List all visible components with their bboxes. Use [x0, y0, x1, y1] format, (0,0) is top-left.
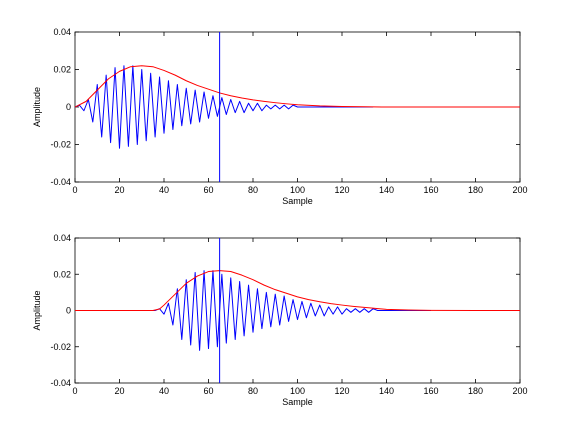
y-tick-label: 0 [66, 306, 71, 316]
x-tick-label: 180 [468, 386, 483, 396]
x-tick-label: 160 [423, 185, 438, 195]
x-tick-label: 140 [379, 386, 394, 396]
y-axis-label: Amplitude [32, 87, 42, 127]
x-tick-label: 40 [159, 386, 169, 396]
y-tick-label: 0 [66, 102, 71, 112]
subplot-2: 0 20 40 60 80 100 120 140 160 180 200 -0.04 -0.02 0 0.… [32, 233, 528, 407]
y-tick-label: -0.02 [50, 140, 71, 150]
x-tick-label: 100 [290, 386, 305, 396]
x-axis-label: Sample [282, 397, 313, 407]
x-tick-label: 0 [72, 386, 77, 396]
x-tick-label: 100 [290, 185, 305, 195]
data-group [75, 238, 520, 383]
x-tick-label: 80 [248, 185, 258, 195]
y-tick-label: -0.04 [50, 378, 71, 388]
signal-line [75, 65, 374, 149]
data-group [75, 32, 520, 182]
envelope-line [75, 65, 520, 108]
x-tick-label: 60 [203, 185, 213, 195]
x-tick-label: 40 [159, 185, 169, 195]
y-tick-label: 0.02 [53, 65, 71, 75]
x-tick-label: 120 [334, 386, 349, 396]
y-tick-label: -0.04 [50, 177, 71, 187]
subplot-1: 0 20 40 60 80 100 120 140 160 180 200 -0.04 -0.02 0 0.… [32, 27, 528, 206]
x-tick-label: 180 [468, 185, 483, 195]
x-tick-label: 20 [114, 185, 124, 195]
x-tick-label: 120 [334, 185, 349, 195]
y-tick-label: -0.02 [50, 342, 71, 352]
y-tick-label: 0.02 [53, 269, 71, 279]
signal-line [150, 270, 431, 351]
x-axis-label: Sample [282, 196, 313, 206]
x-tick-label: 20 [114, 386, 124, 396]
y-axis-label: Amplitude [32, 290, 42, 330]
x-tick-label: 200 [512, 386, 527, 396]
x-tick-label: 0 [72, 185, 77, 195]
x-tick-label: 60 [203, 386, 213, 396]
envelope-line [75, 270, 520, 311]
x-tick-label: 80 [248, 386, 258, 396]
y-tick-label: 0.04 [53, 27, 71, 37]
x-tick-label: 160 [423, 386, 438, 396]
x-tick-label: 200 [512, 185, 527, 195]
y-tick-label: 0.04 [53, 233, 71, 243]
x-tick-label: 140 [379, 185, 394, 195]
